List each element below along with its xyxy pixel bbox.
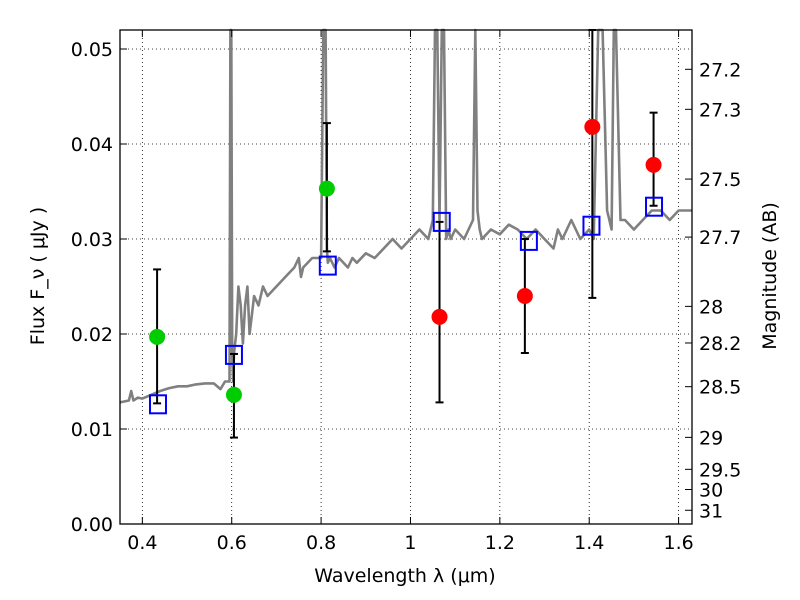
mag-tick-label: 28	[699, 296, 723, 318]
red-data-point	[584, 118, 601, 135]
mag-tick-label: 31	[699, 500, 723, 522]
model-spectrum-layer	[119, 28, 692, 404]
grid-lines	[120, 30, 692, 525]
y-tick-label: 0.05	[71, 39, 113, 61]
x-tick-label: 0.8	[306, 532, 336, 554]
mag-tick-label: 28.5	[699, 377, 741, 399]
mag-tick-label: 28.2	[699, 333, 741, 355]
model-photometry-square	[432, 211, 451, 232]
model-spectrum-line	[119, 28, 692, 404]
mag-tick-label: 27.5	[699, 169, 741, 191]
y-tick-label: 0.04	[71, 134, 113, 156]
x-tick-label: 0.4	[127, 532, 157, 554]
data-points-layer	[148, 118, 664, 415]
green-data-point	[225, 386, 242, 403]
red-data-point	[431, 308, 448, 325]
axis-ticks: 0.4 0.6 0.8 1 1.2 1.4 1.6 0.00 0.01 0.02 0.03 0.04 0…	[71, 30, 741, 554]
model-photometry-square	[582, 215, 601, 236]
x-tick-label: 1.6	[663, 532, 693, 554]
mag-tick-label: 27.7	[699, 227, 741, 249]
mag-tick-label: 27.3	[699, 99, 741, 121]
y-axis-label: Flux F_ν ( μJy )	[27, 207, 49, 345]
y-tick-label: 0.01	[71, 419, 113, 441]
mag-tick-label: 29	[699, 427, 723, 449]
model-photometry-square	[645, 196, 664, 217]
x-tick-label: 1	[404, 532, 416, 554]
x-tick-label: 1.2	[485, 532, 515, 554]
mag-tick-label: 30	[699, 480, 723, 502]
plot-frame	[119, 29, 693, 525]
model-photometry-square	[318, 255, 337, 276]
model-photometry-square	[148, 394, 167, 415]
y2-axis-label: Magnitude (AB)	[759, 202, 781, 350]
model-photometry-square	[224, 344, 243, 365]
y-tick-label: 0.03	[71, 229, 113, 251]
x-tick-label: 0.6	[217, 532, 247, 554]
green-data-point	[318, 180, 335, 197]
mag-tick-label: 29.5	[699, 459, 741, 481]
green-data-point	[149, 328, 166, 345]
x-axis-label: Wavelength λ (μm)	[314, 565, 495, 587]
x-tick-label: 1.4	[574, 532, 604, 554]
model-photometry-square	[519, 230, 538, 251]
y-tick-label: 0.02	[71, 324, 113, 346]
mag-tick-label: 27.2	[699, 59, 741, 81]
red-data-point	[645, 156, 662, 173]
y-tick-label: 0.00	[71, 514, 113, 536]
red-data-point	[516, 288, 533, 304]
